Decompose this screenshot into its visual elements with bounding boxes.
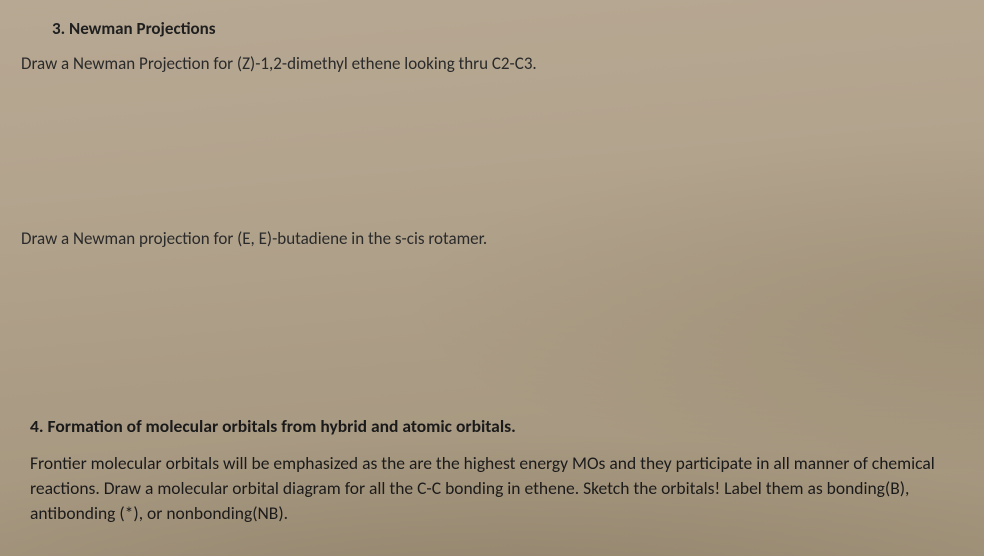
q3-prompt-a: Draw a Newman Projection for (Z)-1,2-dim… [21, 53, 950, 76]
q4-body: Frontier molecular orbitals will be emph… [30, 451, 940, 526]
q3-heading: 3. Newman Projections [52, 18, 950, 39]
q4-heading: 4. Formation of molecular orbitals from … [30, 415, 950, 437]
answer-space-q3b [52, 251, 950, 415]
q3-prompt-b: Draw a Newman projection for (E, E)-buta… [21, 228, 950, 251]
answer-space-q3a [52, 76, 950, 228]
worksheet-page: 3. Newman Projections Draw a Newman Proj… [0, 0, 984, 556]
